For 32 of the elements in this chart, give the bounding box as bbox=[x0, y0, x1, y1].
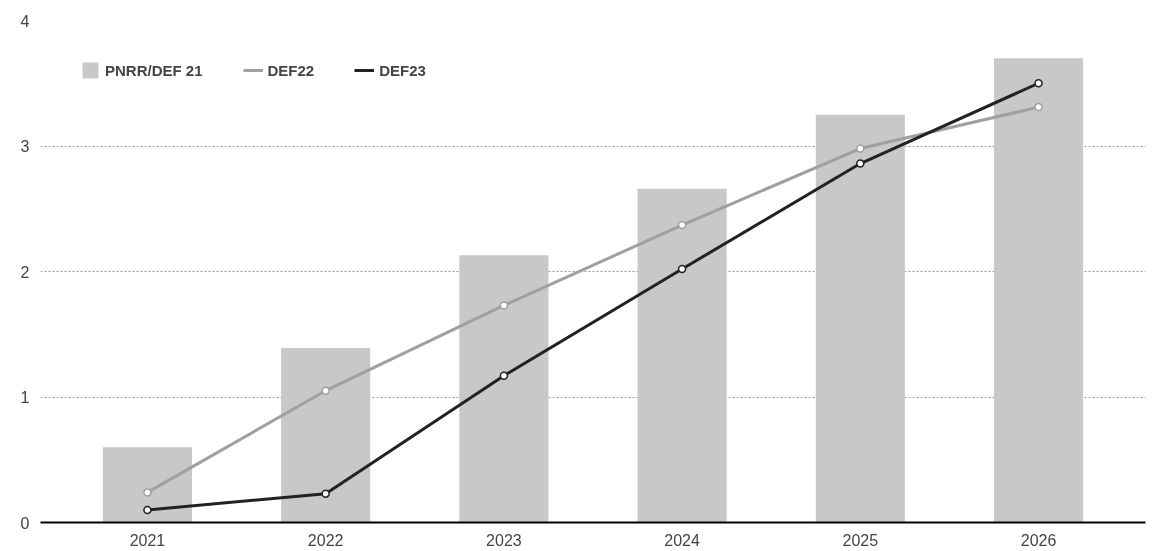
point bbox=[677, 264, 687, 274]
point bbox=[677, 220, 687, 230]
bar bbox=[281, 348, 371, 523]
legend-label: PNRR/DEF 21 bbox=[105, 61, 203, 79]
y-tick-label: 1 bbox=[20, 389, 30, 406]
point bbox=[499, 301, 509, 310]
bar bbox=[994, 58, 1084, 523]
x-tick-label: 2025 bbox=[842, 531, 879, 549]
bar bbox=[815, 114, 905, 523]
point bbox=[143, 488, 152, 497]
legend-label: DEF23 bbox=[379, 61, 426, 79]
point bbox=[321, 386, 330, 395]
bar bbox=[459, 255, 549, 523]
point bbox=[499, 371, 509, 380]
y-tick-label: 3 bbox=[20, 138, 30, 155]
point bbox=[143, 505, 152, 515]
x-tick-label: 2022 bbox=[307, 531, 344, 549]
point bbox=[856, 144, 865, 153]
x-tick-label: 2021 bbox=[129, 531, 166, 549]
point bbox=[1034, 102, 1043, 112]
bar bbox=[637, 188, 727, 523]
point bbox=[856, 159, 865, 168]
point bbox=[1034, 79, 1043, 88]
bar bbox=[102, 447, 192, 523]
x-tick-label: 2023 bbox=[486, 531, 522, 549]
legend-label: DEF22 bbox=[267, 61, 315, 79]
x-tick-label: 2024 bbox=[664, 531, 701, 549]
point bbox=[321, 489, 330, 498]
x-tick-label: 2026 bbox=[1020, 531, 1057, 549]
y-tick-label: 2 bbox=[20, 263, 30, 281]
y-tick-label: 4 bbox=[20, 12, 30, 30]
y-tick-label: 0 bbox=[20, 514, 30, 532]
